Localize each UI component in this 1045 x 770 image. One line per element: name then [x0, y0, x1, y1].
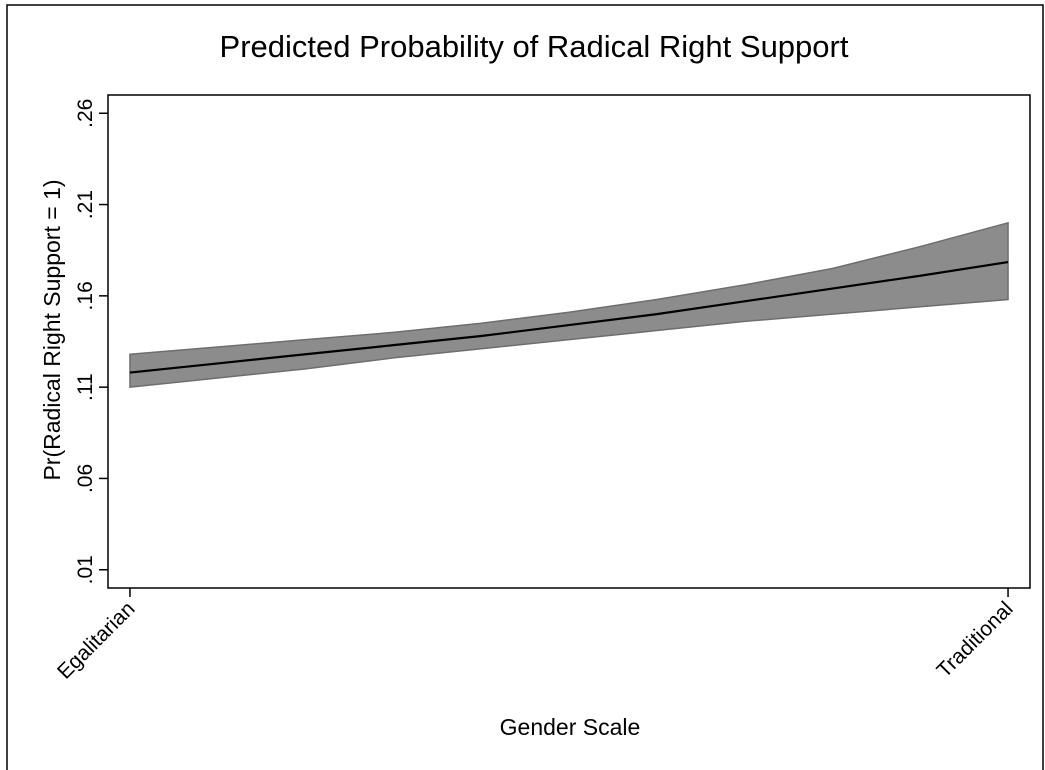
- y-tick-label: .16: [74, 281, 97, 310]
- y-axis-label: Pr(Radical Right Support = 1): [39, 179, 65, 480]
- outer-frame: [6, 4, 1044, 770]
- x-tick-label: Traditional: [933, 597, 1018, 682]
- y-tick-label: .01: [74, 555, 97, 584]
- y-tick-label: .06: [74, 464, 97, 493]
- y-tick-label: .21: [74, 190, 97, 219]
- x-axis-label: Gender Scale: [500, 714, 641, 740]
- y-tick-label: .26: [74, 99, 97, 128]
- plot-frame: [107, 94, 1031, 589]
- prediction-line: [129, 260, 1009, 374]
- y-tick-label: .11: [74, 373, 97, 401]
- confidence-band: [129, 221, 1009, 388]
- chart-title: Predicted Probability of Radical Right S…: [220, 29, 849, 64]
- x-tick-label: Egalitarian: [53, 597, 139, 683]
